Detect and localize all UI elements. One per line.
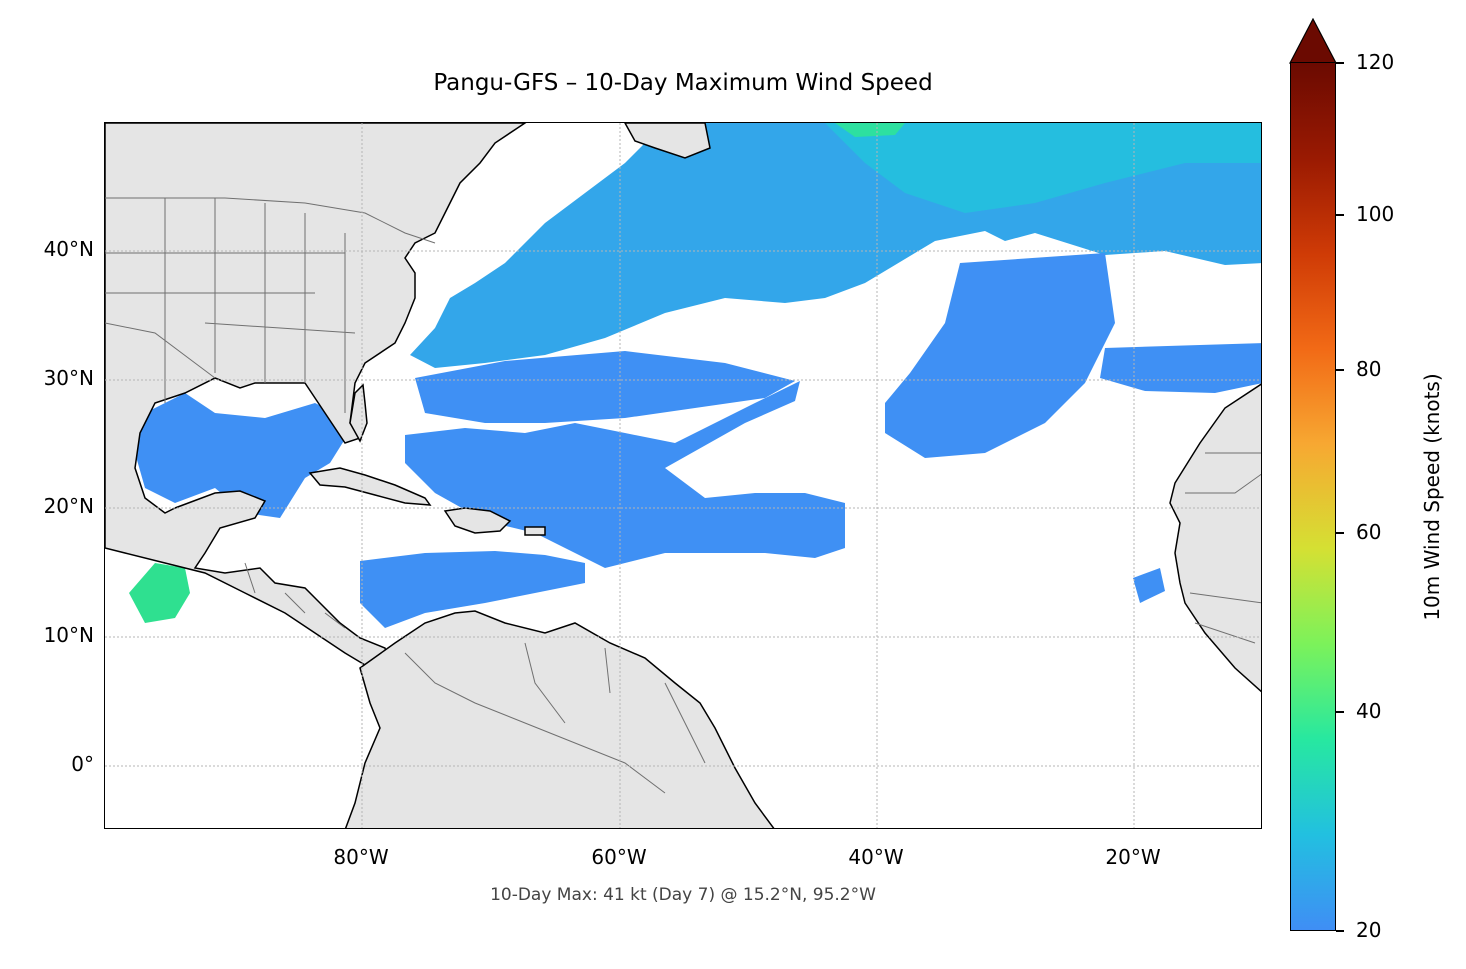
lon-tick-20w: 20°W	[1105, 845, 1161, 869]
lon-tick-40w: 40°W	[848, 845, 904, 869]
colorbar-tick-20: 20	[1356, 918, 1382, 942]
puerto-rico-land	[524, 526, 546, 536]
wind-swath-pacific-max	[129, 563, 190, 623]
max-wind-footnote: 10-Day Max: 41 kt (Day 7) @ 15.2°N, 95.2…	[490, 885, 876, 905]
map-title: Pangu-GFS – 10-Day Maximum Wind Speed	[433, 70, 933, 96]
us-mexico-border	[105, 322, 216, 379]
lat-tick-30: 30°N	[43, 366, 94, 390]
colorbar-tick-120: 120	[1356, 50, 1395, 74]
colorbar-tick-mark-120	[1336, 62, 1344, 64]
lat-tick-10: 10°N	[43, 623, 94, 647]
colorbar-tick-40: 40	[1356, 699, 1382, 723]
wind-swath-max-north	[835, 123, 905, 137]
colorbar-tick-mark-60	[1336, 532, 1344, 534]
lat-tick-20: 20°N	[43, 494, 94, 518]
wind-swath-jet-core	[825, 123, 1261, 213]
south-america-borders	[404, 642, 706, 794]
wind-swath-mid-atlantic	[415, 351, 795, 423]
colorbar-tick-60: 60	[1356, 520, 1382, 544]
wind-swaths	[129, 123, 1261, 628]
wind-swath-caribbean	[360, 551, 585, 628]
wind-swath-bahamas	[405, 381, 845, 568]
wind-swath-east-band	[1100, 343, 1261, 393]
colorbar-tick-mark-20	[1336, 930, 1344, 932]
africa-borders	[1185, 452, 1261, 644]
lon-tick-80w: 80°W	[333, 845, 389, 869]
colorbar-tick-mark-40	[1336, 711, 1344, 713]
colorbar-tick-80: 80	[1356, 357, 1382, 381]
lat-tick-0: 0°	[71, 752, 94, 776]
cuba-land	[308, 467, 432, 506]
colorbar-tick-mark-100	[1336, 214, 1344, 216]
land	[105, 123, 1261, 828]
central-america-borders	[244, 562, 346, 629]
newfoundland-land	[624, 123, 711, 159]
colorbar-tick-100: 100	[1356, 202, 1395, 226]
wind-swath-africa-coast	[1133, 568, 1165, 603]
gridlines	[105, 123, 1261, 828]
lat-tick-40: 40°N	[43, 237, 94, 261]
lon-tick-60w: 60°W	[591, 845, 647, 869]
south-america-land	[344, 610, 775, 828]
us-canada-border	[105, 197, 436, 244]
wind-swath-east-trough	[885, 253, 1115, 458]
colorbar-extend-arrow	[1289, 18, 1337, 64]
wind-swath-gulf	[135, 393, 355, 518]
colorbar	[1290, 62, 1336, 931]
map-svg	[105, 123, 1261, 828]
africa-land	[1169, 383, 1261, 693]
florida-land	[349, 383, 368, 443]
colorbar-tick-mark-80	[1336, 369, 1344, 371]
us-state-lines	[105, 198, 356, 413]
map-panel[interactable]	[104, 122, 1262, 829]
colorbar-label: 10m Wind Speed (knots)	[1420, 373, 1444, 621]
borders	[105, 197, 1261, 794]
